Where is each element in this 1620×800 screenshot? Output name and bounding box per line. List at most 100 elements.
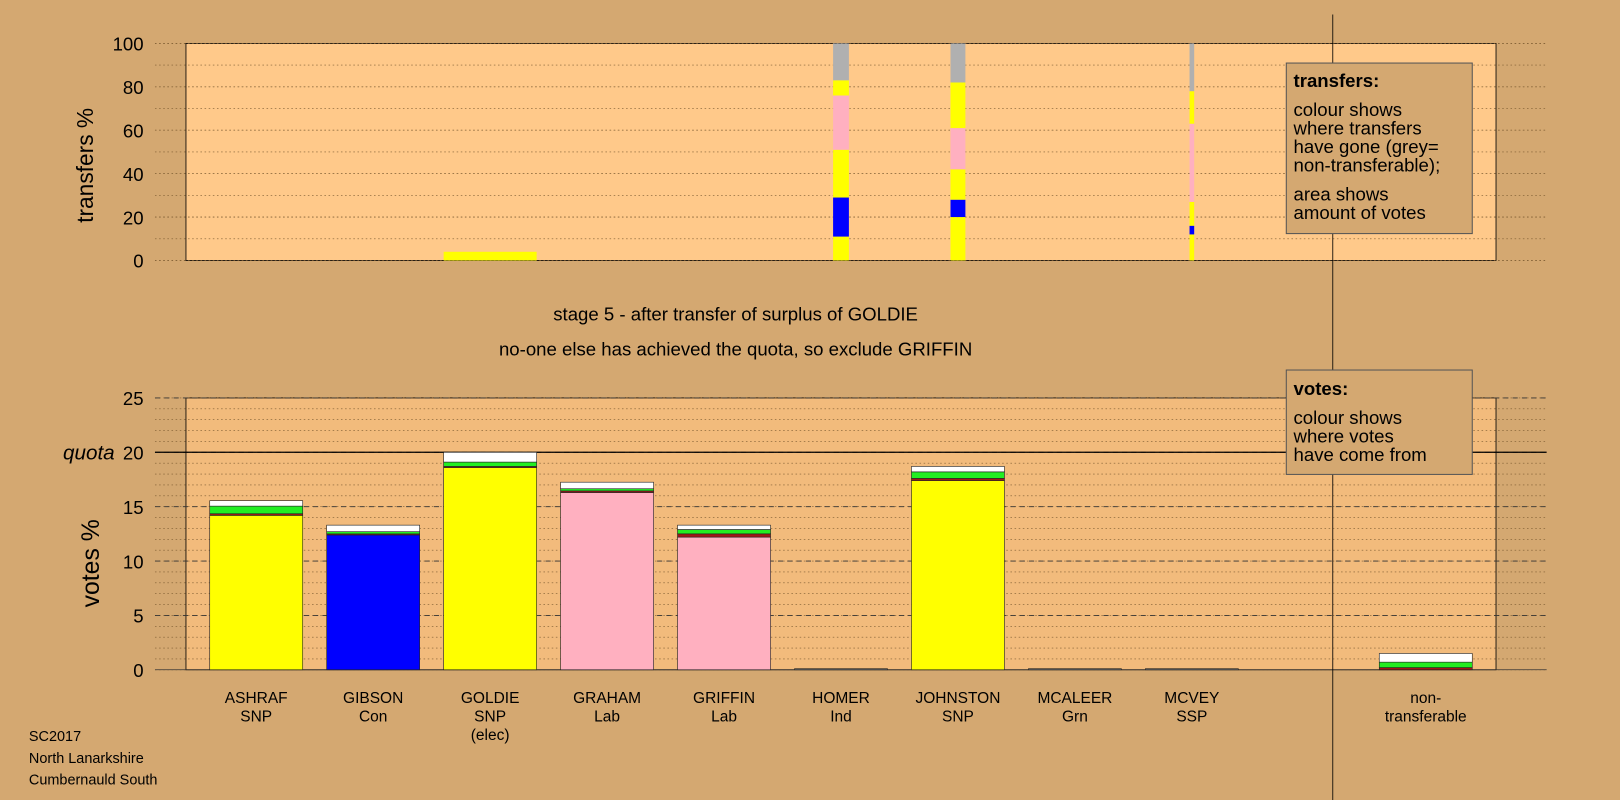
bar-segment [209,515,304,671]
bar-segment [794,668,888,671]
bar-segment [1378,667,1473,671]
title-line: stage 5 - after transfer of surplus of G… [553,303,918,324]
transfer-segment [950,128,966,170]
quota-label: quota [63,442,115,465]
x-tick-label: non- [1410,690,1441,707]
x-tick-label: GIBSON [343,690,403,707]
bar-segment [677,536,771,671]
transfer-segment [1189,123,1195,202]
x-tick-label: GOLDIE [461,690,520,707]
transfer-segment [833,95,849,150]
x-tick-label: MCALEER [1037,690,1112,707]
transfer-segment [950,199,966,218]
y-tick-label: 5 [133,606,143,627]
y-tick-label: 60 [123,120,144,141]
transfer-segment [833,236,849,261]
x-tick-label: Con [359,708,387,725]
y-tick-label: 20 [123,207,144,228]
x-tick-label: SNP [240,708,272,725]
bar-segment [911,480,1005,671]
transfer-segment [950,217,966,261]
x-tick-label: Ind [830,708,852,725]
bar-segment [677,533,771,538]
legend-text: colour shows [1294,407,1402,428]
bar-segment [1378,653,1473,663]
x-tick-label: HOMER [812,690,870,707]
y-tick-label: 20 [123,443,144,464]
legend-title: votes: [1294,378,1349,399]
y-axis-label: transfers % [72,108,98,223]
y-tick-label: 40 [123,164,144,185]
y-axis-label: votes % [78,519,105,607]
transfer-segment [1189,91,1195,124]
transfer-segment [833,80,849,96]
footer-line: Cumbernauld South [29,772,158,788]
x-tick-label: transferable [1385,708,1467,725]
x-tick-label: SSP [1176,708,1207,725]
marks: ASHRAFSNPGIBSONConGOLDIESNP(elec)GRAHAML… [209,43,1473,744]
transfer-segment [950,82,966,129]
x-tick-label: GRAHAM [573,690,641,707]
bar-segment [209,505,304,515]
footer-line: North Lanarkshire [29,751,144,767]
legend-text: have come from [1294,444,1427,465]
x-tick-label: JOHNSTON [915,690,1000,707]
legend-text: amount of votes [1294,202,1426,223]
bar-segment [326,524,420,532]
bar-segment [443,467,537,671]
x-tick-label: (elec) [471,727,510,744]
legend-text: area shows [1294,184,1389,205]
bar-segment [443,451,537,463]
x-tick-label: ASHRAF [225,690,288,707]
bar-segment [677,524,771,530]
bar-segment [911,466,1005,473]
y-tick-label: 80 [123,77,144,98]
transfer-segment [950,43,966,83]
bar-segment [326,531,420,535]
legend-text: colour shows [1294,99,1402,120]
bar-segment [911,471,1005,479]
y-tick-label: 15 [123,497,144,518]
transfer-segment [1189,234,1195,261]
legend-title: transfers: [1294,70,1380,91]
y-tick-label: 10 [123,551,144,572]
legend-text: non-transferable); [1294,155,1441,176]
x-tick-label: SNP [942,708,974,725]
legend-text: where transfers [1293,117,1422,138]
footer-line: SC2017 [29,729,81,745]
bar-segment [1028,668,1122,671]
bar-segment [560,492,654,671]
bar-segment [560,488,654,492]
bar-segment [1378,661,1473,668]
x-tick-label: GRIFFIN [693,690,755,707]
x-tick-label: SNP [474,708,506,725]
y-tick-label: 25 [123,388,144,409]
transfer-segment [950,169,966,200]
bar-segment [443,461,537,467]
transfer-segment [833,149,849,198]
bar-segment [209,500,304,507]
x-tick-label: Lab [594,708,620,725]
transfer-segment [833,197,849,237]
bar-segment [677,529,771,535]
transfer-segment [1189,225,1195,235]
y-tick-label: 100 [113,34,144,55]
x-tick-label: Lab [711,708,737,725]
y-tick-label: 0 [133,251,143,272]
legend-box [1285,369,1473,475]
legend-box [1285,62,1473,235]
transfer-segment [1189,201,1195,226]
y-tick-label: 0 [133,660,143,681]
title-line: no-one else has achieved the quota, so e… [499,339,972,360]
transfer-segment [833,43,849,81]
transfer-segment [443,251,537,261]
transfer-segment [1189,43,1195,92]
legend-text: where votes [1293,425,1394,446]
legend-text: have gone (grey= [1294,136,1439,157]
bar-segment [560,481,654,490]
bar-segment [326,534,420,671]
bar-segment [911,478,1005,481]
bar-segment [1145,668,1239,671]
